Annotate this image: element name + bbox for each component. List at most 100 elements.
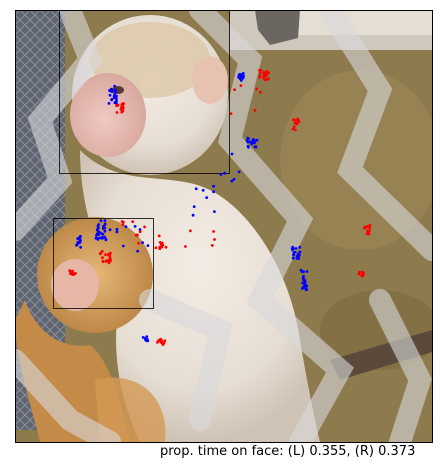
left-gaze-point (110, 97, 114, 101)
left-gaze-point (141, 336, 145, 339)
left-gaze-point (232, 177, 236, 181)
left-gaze-point (305, 270, 309, 273)
left-gaze-point (201, 188, 205, 192)
left-gaze-point (101, 232, 105, 236)
right-gaze-point (361, 270, 364, 274)
right-gaze-point (161, 342, 165, 346)
axes-frame (15, 10, 433, 443)
left-gaze-point (107, 102, 111, 105)
right-gaze-point (212, 230, 216, 233)
right-gaze-point (156, 341, 159, 344)
right-gaze-point (367, 232, 371, 236)
left-gaze-point (113, 93, 116, 96)
left-gaze-point (294, 247, 298, 250)
right-gaze-point (71, 269, 74, 273)
right-gaze-point (292, 118, 296, 121)
left-gaze-point (237, 170, 241, 174)
left-gaze-point (292, 252, 296, 256)
photo (15, 10, 432, 442)
right-gaze-point (265, 78, 269, 81)
left-gaze-point (113, 84, 116, 88)
left-gaze-point (121, 244, 125, 248)
right-gaze-point (108, 255, 112, 258)
left-gaze-point (79, 234, 82, 238)
right-gaze-point (120, 110, 124, 114)
left-gaze-point (205, 196, 209, 200)
left-gaze-point (113, 101, 117, 104)
right-gaze-point (363, 226, 366, 230)
right-gaze-point (368, 224, 372, 227)
left-gaze-point (298, 250, 302, 254)
right-gaze-point (239, 84, 243, 87)
left-gaze-point (138, 228, 142, 232)
right-gaze-point (253, 108, 257, 112)
left-gaze-point (293, 250, 297, 254)
face-time-caption: prop. time on face: (L) 0.355, (R) 0.373 (160, 444, 416, 459)
left-gaze-point (255, 138, 259, 142)
left-gaze-point (212, 190, 215, 194)
right-gaze-point (361, 274, 365, 278)
right-gaze-point (109, 251, 112, 255)
right-gaze-point (131, 220, 135, 224)
right-gaze-point (74, 272, 77, 275)
left-gaze-point (141, 241, 144, 245)
right-gaze-point (368, 226, 372, 230)
left-gaze-point (95, 237, 99, 240)
left-gaze-point (298, 245, 302, 249)
right-gaze-point (138, 230, 142, 234)
right-gaze-point (101, 260, 105, 263)
right-gaze-point (68, 269, 72, 273)
right-gaze-point (121, 105, 124, 109)
left-gaze-point (212, 184, 216, 188)
right-gaze-point (210, 244, 214, 247)
left-gaze-point (96, 224, 100, 228)
left-gaze-point (303, 281, 307, 285)
left-gaze-point (104, 238, 108, 242)
right-gaze-point (106, 259, 109, 263)
left-gaze-point (302, 278, 305, 282)
right-gaze-point (134, 233, 138, 237)
infant-face-box (53, 218, 154, 309)
left-gaze-point (145, 338, 149, 341)
right-gaze-point (296, 117, 300, 121)
right-gaze-point (259, 71, 262, 75)
left-gaze-point (297, 257, 300, 261)
left-gaze-point (101, 227, 105, 230)
left-gaze-point (76, 237, 80, 241)
left-gaze-point (75, 243, 78, 247)
left-gaze-point (115, 227, 119, 231)
right-gaze-point (233, 88, 236, 91)
left-gaze-point (146, 244, 150, 248)
left-gaze-point (99, 219, 103, 223)
right-gaze-point (157, 234, 161, 238)
left-gaze-point (248, 140, 252, 144)
right-gaze-point (115, 111, 119, 114)
left-gaze-point (97, 233, 100, 237)
left-gaze-point (230, 179, 234, 183)
gaze-points-right (68, 68, 372, 346)
left-gaze-point (108, 93, 112, 97)
right-gaze-point (255, 87, 259, 91)
left-gaze-point (252, 139, 256, 142)
right-gaze-point (291, 127, 295, 131)
right-gaze-point (159, 243, 163, 246)
left-gaze-point (238, 77, 242, 80)
left-gaze-point (301, 286, 305, 290)
right-gaze-point (292, 125, 296, 129)
right-gaze-point (158, 247, 162, 251)
left-gaze-point (133, 225, 137, 228)
left-gaze-point (192, 205, 196, 209)
left-gaze-point (291, 248, 294, 252)
right-gaze-point (213, 238, 216, 241)
left-gaze-point (145, 335, 149, 338)
left-gaze-point (98, 231, 101, 234)
right-gaze-point (259, 90, 262, 94)
right-gaze-point (120, 220, 124, 223)
right-gaze-point (358, 270, 361, 274)
right-gaze-point (295, 122, 299, 126)
right-gaze-point (154, 246, 158, 250)
left-gaze-point (219, 173, 223, 176)
right-gaze-point (163, 339, 167, 343)
right-gaze-point (122, 102, 125, 105)
